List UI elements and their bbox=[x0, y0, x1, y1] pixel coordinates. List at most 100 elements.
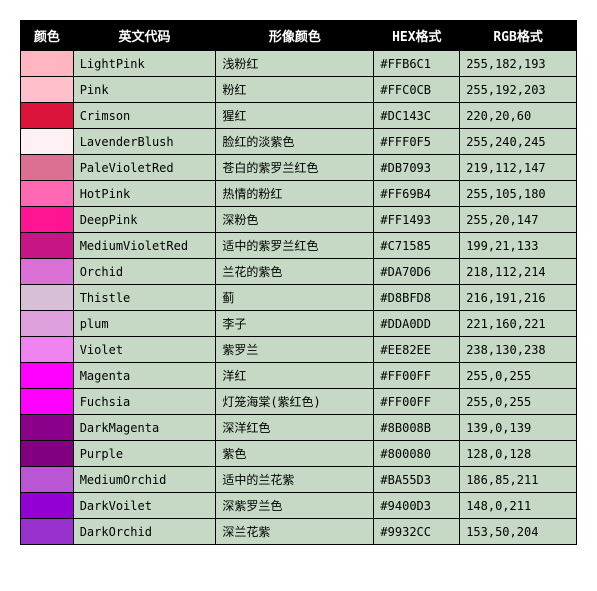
color-code-cell: DarkVoilet bbox=[73, 493, 216, 519]
color-name-cell: 适中的紫罗兰红色 bbox=[216, 233, 374, 259]
color-name-cell: 热情的粉红 bbox=[216, 181, 374, 207]
color-swatch bbox=[21, 181, 73, 206]
color-name-cell: 粉红 bbox=[216, 77, 374, 103]
color-name-cell: 浅粉红 bbox=[216, 51, 374, 77]
color-rgb-cell: 238,130,238 bbox=[460, 337, 577, 363]
color-name-cell: 深紫罗兰色 bbox=[216, 493, 374, 519]
color-rgb-cell: 216,191,216 bbox=[460, 285, 577, 311]
color-hex-cell: #9932CC bbox=[374, 519, 460, 545]
table-row: LightPink浅粉红#FFB6C1255,182,193 bbox=[21, 51, 577, 77]
color-hex-cell: #FF00FF bbox=[374, 389, 460, 415]
color-name-cell: 猩红 bbox=[216, 103, 374, 129]
color-rgb-cell: 218,112,214 bbox=[460, 259, 577, 285]
color-swatch bbox=[21, 77, 73, 102]
header-hex: HEX格式 bbox=[374, 21, 460, 51]
color-rgb-cell: 255,105,180 bbox=[460, 181, 577, 207]
table-row: MediumVioletRed适中的紫罗兰红色#C71585199,21,133 bbox=[21, 233, 577, 259]
color-code-cell: plum bbox=[73, 311, 216, 337]
table-body: LightPink浅粉红#FFB6C1255,182,193Pink粉红#FFC… bbox=[21, 51, 577, 545]
color-code-cell: Purple bbox=[73, 441, 216, 467]
color-name-cell: 深洋红色 bbox=[216, 415, 374, 441]
color-code-cell: Fuchsia bbox=[73, 389, 216, 415]
table-row: DarkMagenta深洋红色#8B008B139,0,139 bbox=[21, 415, 577, 441]
color-swatch bbox=[21, 285, 73, 310]
color-swatch-cell bbox=[21, 415, 74, 441]
color-rgb-cell: 255,0,255 bbox=[460, 363, 577, 389]
color-swatch bbox=[21, 441, 73, 466]
color-swatch bbox=[21, 51, 73, 76]
color-hex-cell: #800080 bbox=[374, 441, 460, 467]
color-swatch-cell bbox=[21, 51, 74, 77]
color-swatch bbox=[21, 337, 73, 362]
color-swatch bbox=[21, 415, 73, 440]
color-code-cell: Pink bbox=[73, 77, 216, 103]
color-code-cell: HotPink bbox=[73, 181, 216, 207]
color-swatch bbox=[21, 129, 73, 154]
color-rgb-cell: 139,0,139 bbox=[460, 415, 577, 441]
table-row: PaleVioletRed苍白的紫罗兰红色#DB7093219,112,147 bbox=[21, 155, 577, 181]
color-swatch-cell bbox=[21, 259, 74, 285]
color-rgb-cell: 255,0,255 bbox=[460, 389, 577, 415]
table-row: Crimson猩红#DC143C220,20,60 bbox=[21, 103, 577, 129]
color-name-cell: 深粉色 bbox=[216, 207, 374, 233]
color-swatch-cell bbox=[21, 441, 74, 467]
color-hex-cell: #D8BFD8 bbox=[374, 285, 460, 311]
color-swatch-cell bbox=[21, 311, 74, 337]
color-name-cell: 适中的兰花紫 bbox=[216, 467, 374, 493]
table-row: Fuchsia灯笼海棠(紫红色)#FF00FF255,0,255 bbox=[21, 389, 577, 415]
color-code-cell: MediumVioletRed bbox=[73, 233, 216, 259]
color-code-cell: MediumOrchid bbox=[73, 467, 216, 493]
color-swatch-cell bbox=[21, 129, 74, 155]
table-row: Purple紫色#800080128,0,128 bbox=[21, 441, 577, 467]
header-color: 颜色 bbox=[21, 21, 74, 51]
color-swatch-cell bbox=[21, 233, 74, 259]
color-name-cell: 苍白的紫罗兰红色 bbox=[216, 155, 374, 181]
color-swatch bbox=[21, 207, 73, 232]
color-swatch-cell bbox=[21, 467, 74, 493]
table-row: LavenderBlush脸红的淡紫色#FFF0F5255,240,245 bbox=[21, 129, 577, 155]
color-name-cell: 紫罗兰 bbox=[216, 337, 374, 363]
color-swatch-cell bbox=[21, 77, 74, 103]
table-row: MediumOrchid适中的兰花紫#BA55D3186,85,211 bbox=[21, 467, 577, 493]
color-code-cell: DarkOrchid bbox=[73, 519, 216, 545]
color-hex-cell: #EE82EE bbox=[374, 337, 460, 363]
color-code-cell: Violet bbox=[73, 337, 216, 363]
table-row: Violet紫罗兰#EE82EE238,130,238 bbox=[21, 337, 577, 363]
color-hex-cell: #FFC0CB bbox=[374, 77, 460, 103]
table-row: Pink粉红#FFC0CB255,192,203 bbox=[21, 77, 577, 103]
color-code-cell: Orchid bbox=[73, 259, 216, 285]
color-rgb-cell: 255,182,193 bbox=[460, 51, 577, 77]
color-swatch bbox=[21, 363, 73, 388]
color-code-cell: Crimson bbox=[73, 103, 216, 129]
color-swatch bbox=[21, 467, 73, 492]
color-rgb-cell: 255,192,203 bbox=[460, 77, 577, 103]
color-reference-table: 颜色 英文代码 形像颜色 HEX格式 RGB格式 LightPink浅粉红#FF… bbox=[20, 20, 577, 545]
color-swatch-cell bbox=[21, 103, 74, 129]
color-hex-cell: #DC143C bbox=[374, 103, 460, 129]
color-swatch bbox=[21, 103, 73, 128]
color-name-cell: 蓟 bbox=[216, 285, 374, 311]
color-rgb-cell: 220,20,60 bbox=[460, 103, 577, 129]
color-name-cell: 李子 bbox=[216, 311, 374, 337]
table-row: HotPink热情的粉红#FF69B4255,105,180 bbox=[21, 181, 577, 207]
color-name-cell: 脸红的淡紫色 bbox=[216, 129, 374, 155]
color-hex-cell: #9400D3 bbox=[374, 493, 460, 519]
color-code-cell: DeepPink bbox=[73, 207, 216, 233]
table-row: Magenta洋红#FF00FF255,0,255 bbox=[21, 363, 577, 389]
color-name-cell: 兰花的紫色 bbox=[216, 259, 374, 285]
color-rgb-cell: 219,112,147 bbox=[460, 155, 577, 181]
color-name-cell: 紫色 bbox=[216, 441, 374, 467]
color-hex-cell: #FFB6C1 bbox=[374, 51, 460, 77]
color-hex-cell: #DDA0DD bbox=[374, 311, 460, 337]
color-rgb-cell: 255,20,147 bbox=[460, 207, 577, 233]
color-swatch bbox=[21, 155, 73, 180]
color-name-cell: 灯笼海棠(紫红色) bbox=[216, 389, 374, 415]
color-swatch-cell bbox=[21, 155, 74, 181]
table-header-row: 颜色 英文代码 形像颜色 HEX格式 RGB格式 bbox=[21, 21, 577, 51]
table-row: DarkOrchid深兰花紫#9932CC153,50,204 bbox=[21, 519, 577, 545]
color-rgb-cell: 221,160,221 bbox=[460, 311, 577, 337]
color-swatch bbox=[21, 519, 73, 544]
color-hex-cell: #FF1493 bbox=[374, 207, 460, 233]
color-swatch bbox=[21, 493, 73, 518]
color-hex-cell: #FF00FF bbox=[374, 363, 460, 389]
